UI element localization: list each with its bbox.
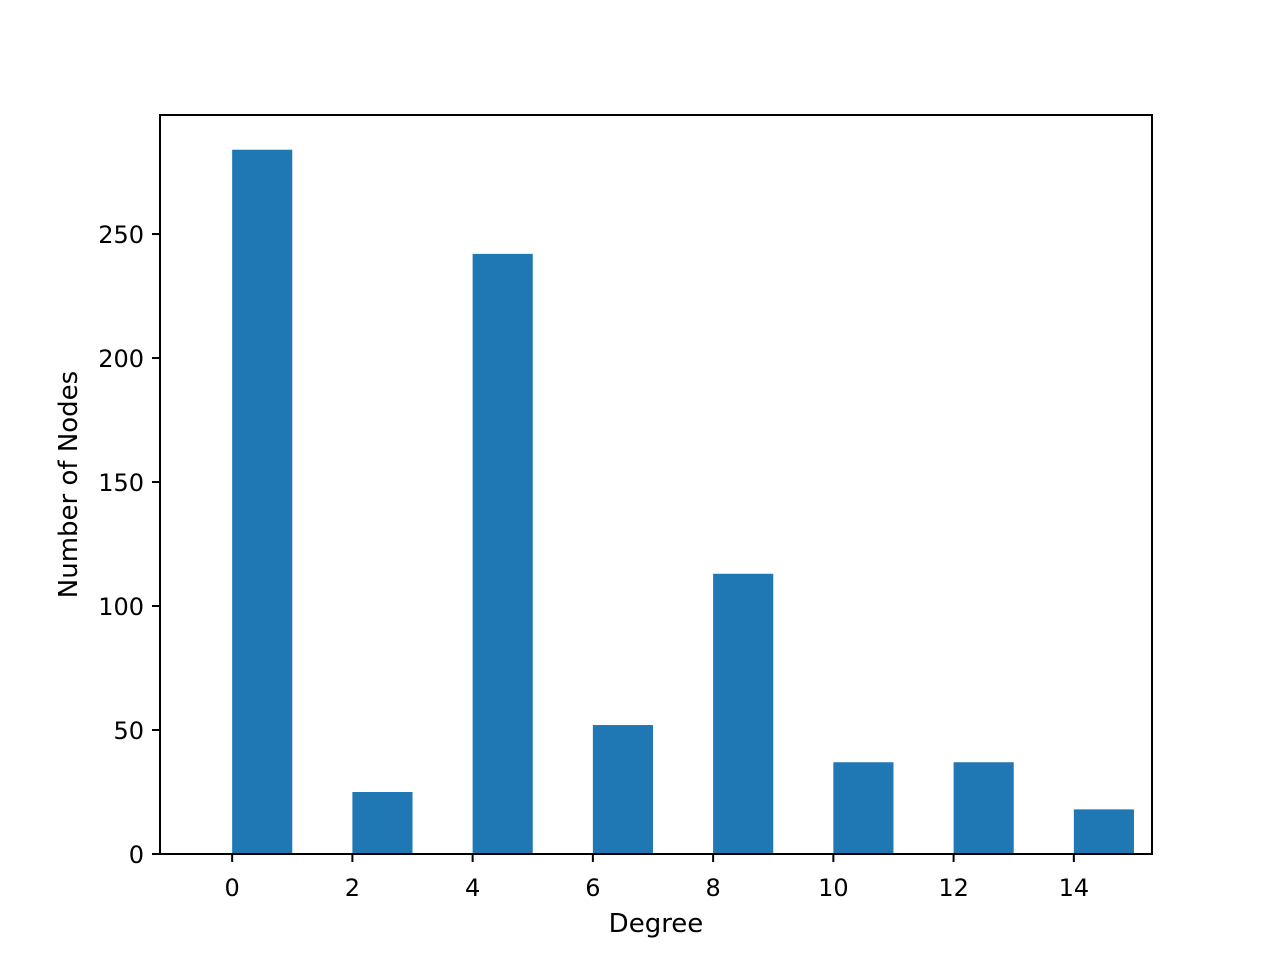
y-tick-label-0: 0 (129, 841, 144, 869)
bar-1 (352, 792, 413, 854)
y-tick-label-200: 200 (98, 345, 144, 373)
y-tick-label-50: 50 (113, 717, 144, 745)
y-tick-label-250: 250 (98, 221, 144, 249)
x-axis-label: Degree (609, 909, 704, 939)
x-tick-label-14: 14 (1059, 874, 1090, 902)
bar-4 (713, 573, 774, 854)
y-tick-label-150: 150 (98, 469, 144, 497)
y-axis-label: Number of Nodes (54, 371, 84, 598)
x-tick-label-6: 6 (585, 874, 600, 902)
plot-frame (159, 114, 1153, 855)
x-tick-label-4: 4 (465, 874, 480, 902)
y-ticks-group: 0 50 100 150 200 250 (98, 221, 160, 869)
bar-0 (232, 149, 293, 854)
bar-2 (472, 253, 533, 854)
bars-group (232, 149, 1134, 854)
x-ticks-group: 0 2 4 6 8 10 12 14 (225, 854, 1090, 902)
x-tick-label-10: 10 (818, 874, 849, 902)
bar-6 (953, 762, 1014, 854)
x-tick-label-0: 0 (225, 874, 240, 902)
bar-5 (833, 762, 894, 854)
x-tick-label-2: 2 (345, 874, 360, 902)
bar-3 (592, 725, 653, 854)
y-tick-label-100: 100 (98, 593, 144, 621)
x-tick-label-12: 12 (938, 874, 969, 902)
x-tick-label-8: 8 (705, 874, 720, 902)
bar-7 (1073, 809, 1134, 854)
